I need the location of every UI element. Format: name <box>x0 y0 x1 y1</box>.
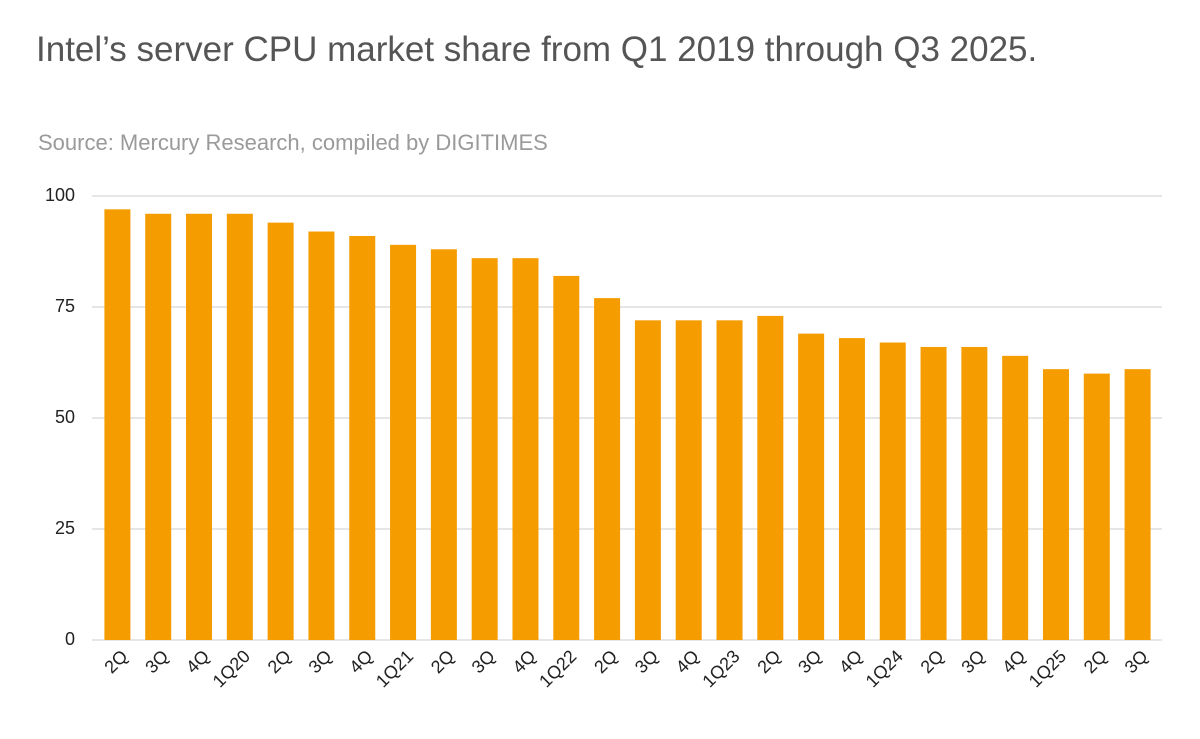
x-tick-label: 1Q21 <box>372 646 417 691</box>
x-tick-label: 1Q24 <box>862 646 907 691</box>
x-tick-label: 2Q <box>427 646 458 677</box>
y-tick-label: 50 <box>55 407 75 427</box>
bar <box>716 320 743 640</box>
x-tick-label: 4Q <box>182 646 213 677</box>
x-tick-label: 1Q22 <box>535 646 580 691</box>
bar <box>1002 355 1029 640</box>
bar <box>471 258 498 640</box>
y-tick-label: 25 <box>55 518 75 538</box>
bar <box>430 249 457 640</box>
bar <box>349 235 376 640</box>
x-tick-label: 1Q20 <box>209 646 254 691</box>
bar <box>879 342 906 640</box>
bar <box>512 258 539 640</box>
x-tick-label: 4Q <box>998 646 1029 677</box>
bar <box>838 338 865 640</box>
bar <box>553 275 580 640</box>
bar <box>390 244 417 640</box>
chart-title: Intel’s server CPU market share from Q1 … <box>36 30 1038 69</box>
x-tick-label: 4Q <box>835 646 866 677</box>
bar <box>798 333 825 640</box>
x-tick-label: 3Q <box>141 646 172 677</box>
x-tick-label: 3Q <box>305 646 336 677</box>
x-tick-label: 4Q <box>345 646 376 677</box>
x-tick-label: 1Q23 <box>698 646 743 691</box>
bar <box>1124 369 1151 640</box>
bar <box>594 298 621 640</box>
x-tick-label: 2Q <box>590 646 621 677</box>
chart-subtitle: Source: Mercury Research, compiled by DI… <box>38 130 548 155</box>
x-tick-label: 2Q <box>264 646 295 677</box>
bar <box>675 320 702 640</box>
bar <box>634 320 661 640</box>
y-tick-label: 75 <box>55 296 75 316</box>
x-tick-label: 2Q <box>753 646 784 677</box>
bar <box>920 346 947 640</box>
bar <box>1042 369 1069 640</box>
x-tick-label: 3Q <box>794 646 825 677</box>
y-tick-label: 0 <box>65 629 75 649</box>
x-tick-label: 4Q <box>509 646 540 677</box>
x-tick-label: 3Q <box>468 646 499 677</box>
x-tick-label: 3Q <box>631 646 662 677</box>
y-tick-label: 100 <box>45 185 75 205</box>
x-tick-label: 2Q <box>917 646 948 677</box>
x-tick-label: 2Q <box>100 646 131 677</box>
bar <box>267 222 294 640</box>
x-tick-label: 3Q <box>957 646 988 677</box>
x-tick-label: 3Q <box>1121 646 1152 677</box>
bar <box>186 213 213 640</box>
bar <box>308 231 335 640</box>
bar <box>961 346 988 640</box>
bar <box>145 213 172 640</box>
bar <box>1083 373 1110 640</box>
bar <box>757 315 784 640</box>
bar <box>226 213 253 640</box>
bar <box>104 209 131 640</box>
x-tick-label: 1Q25 <box>1025 646 1070 691</box>
x-tick-label: 4Q <box>672 646 703 677</box>
x-tick-label: 2Q <box>1080 646 1111 677</box>
